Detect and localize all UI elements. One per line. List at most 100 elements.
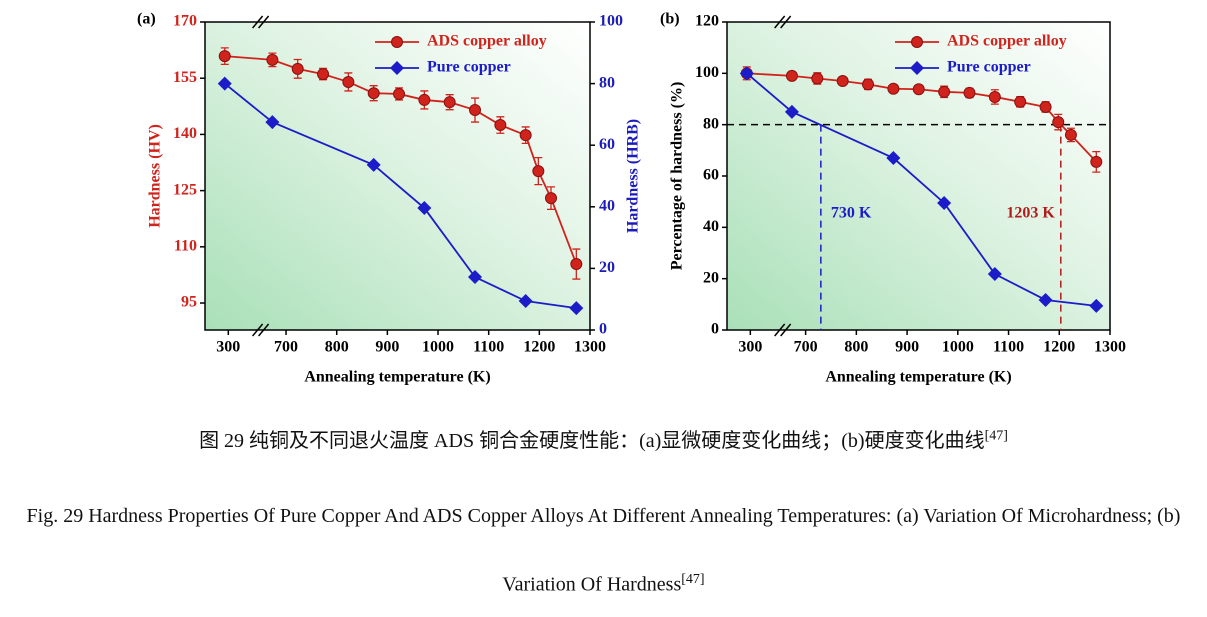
data-point: [937, 195, 952, 210]
y-tick-label: 40: [703, 218, 719, 235]
y-tick-label: 20: [703, 269, 719, 286]
axis-break: [258, 323, 270, 337]
data-point: [887, 82, 900, 95]
y-tick-label: 60: [703, 167, 719, 184]
legend-marker: [390, 61, 404, 75]
data-point: [266, 53, 279, 66]
x-tick-label: 800: [325, 339, 349, 356]
caption-en: Fig. 29 Hardness Properties Of Pure Copp…: [0, 485, 1207, 617]
caption-zh: 图 29 纯铜及不同退火温度 ADS 铜合金硬度性能：(a)显微硬度变化曲线；(…: [0, 424, 1207, 453]
y-tick-label: 140: [173, 125, 197, 142]
data-point: [418, 93, 431, 106]
data-point: [265, 115, 280, 130]
y2-tick-label: 100: [599, 13, 623, 30]
data-point: [468, 270, 483, 285]
x-tick-label: 1200: [523, 339, 555, 356]
data-point: [739, 66, 754, 81]
data-point: [291, 62, 304, 75]
data-point: [443, 96, 456, 109]
data-point: [886, 151, 901, 166]
data-point: [784, 104, 799, 119]
x-tick-label: 300: [216, 339, 240, 356]
axis-break: [774, 15, 786, 29]
x-tick-label: 1100: [473, 339, 504, 356]
y-axis-label: Percentage of hardness (%): [669, 82, 686, 271]
data-point: [569, 301, 584, 316]
data-point: [469, 104, 482, 117]
x-tick-label: 900: [895, 339, 919, 356]
y2-tick-label: 80: [599, 74, 615, 91]
y-tick-label: 80: [703, 115, 719, 132]
y2-tick-label: 0: [599, 321, 607, 338]
legend-marker: [910, 61, 924, 75]
legend-label: Pure copper: [947, 59, 1031, 76]
data-point: [785, 69, 798, 82]
axis-break: [780, 323, 792, 337]
data-point: [1090, 155, 1103, 168]
data-point: [987, 267, 1002, 282]
annotation: 730 K: [831, 205, 872, 222]
data-point: [532, 165, 545, 178]
axis-break: [252, 15, 264, 29]
y-tick-label: 0: [711, 321, 719, 338]
y-tick-label: 125: [173, 181, 197, 198]
axis-break: [252, 323, 264, 337]
page: {"chart_data": [ {"type": "line", "panel…: [0, 10, 1207, 596]
y2-axis-label: Hardness (HRB): [625, 119, 642, 233]
x-tick-label: 700: [794, 339, 818, 356]
legend-label: Pure copper: [427, 59, 511, 76]
y2-tick-label: 60: [599, 136, 615, 153]
y-tick-label: 155: [173, 69, 197, 86]
data-point: [988, 90, 1001, 103]
y-axis-label: Hardness (HV): [147, 124, 164, 228]
data-point: [518, 294, 533, 309]
x-tick-label: 1000: [422, 339, 454, 356]
data-point: [1038, 292, 1053, 307]
caption-en-ref: [47]: [681, 572, 705, 587]
x-tick-label: 800: [844, 339, 868, 356]
y2-tick-label: 40: [599, 197, 615, 214]
x-tick-label: 900: [375, 339, 399, 356]
data-point: [1014, 95, 1027, 108]
panel-label: (b): [660, 11, 680, 28]
y2-tick-label: 20: [599, 259, 615, 276]
data-point: [217, 76, 232, 91]
data-point: [218, 50, 231, 63]
y-tick-label: 100: [695, 64, 719, 81]
data-point: [1039, 100, 1052, 113]
plot-frame: [204, 21, 591, 331]
caption-zh-ref: [47]: [984, 428, 1008, 444]
data-point: [1052, 116, 1065, 129]
legend-marker: [911, 36, 923, 48]
data-point: [367, 87, 380, 100]
data-point: [519, 129, 532, 142]
data-point: [342, 75, 355, 88]
legend-marker: [391, 36, 403, 48]
y-tick-label: 95: [181, 294, 197, 311]
x-axis-label: Annealing temperature (K): [825, 369, 1011, 386]
data-point: [393, 87, 406, 100]
axis-break: [774, 323, 786, 337]
axis-break: [258, 15, 270, 29]
data-point: [963, 86, 976, 99]
x-tick-label: 1000: [942, 339, 974, 356]
data-point: [912, 83, 925, 96]
data-point: [317, 68, 330, 81]
x-tick-label: 1300: [1094, 339, 1126, 356]
data-point: [862, 78, 875, 91]
data-point: [1089, 298, 1104, 313]
plot-frame: [726, 21, 1111, 331]
x-tick-label: 1200: [1043, 339, 1075, 356]
axis-break: [780, 15, 792, 29]
y-tick-label: 110: [174, 237, 197, 254]
data-point: [570, 258, 583, 271]
data-point: [811, 72, 824, 85]
data-point: [494, 119, 507, 132]
legend-label: ADS copper alloy: [947, 33, 1067, 50]
x-tick-label: 300: [738, 339, 762, 356]
annotation: 1203 K: [1006, 205, 1055, 222]
legend-label: ADS copper alloy: [427, 33, 547, 50]
data-point: [366, 157, 381, 172]
x-tick-label: 1300: [574, 339, 606, 356]
caption-en-text: Fig. 29 Hardness Properties Of Pure Copp…: [26, 505, 1181, 596]
